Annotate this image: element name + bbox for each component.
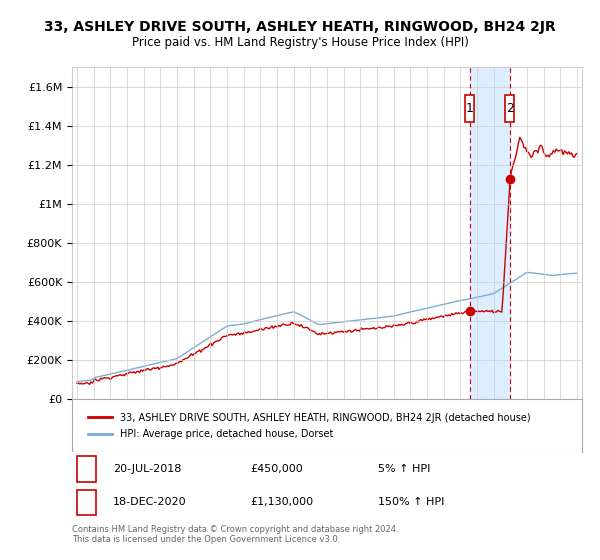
Text: £1,130,000: £1,130,000 (251, 497, 314, 507)
FancyBboxPatch shape (77, 489, 97, 515)
Legend: 33, ASHLEY DRIVE SOUTH, ASHLEY HEATH, RINGWOOD, BH24 2JR (detached house), HPI: : 33, ASHLEY DRIVE SOUTH, ASHLEY HEATH, RI… (82, 407, 536, 445)
Text: 2: 2 (83, 497, 91, 507)
Text: 150% ↑ HPI: 150% ↑ HPI (378, 497, 445, 507)
Text: 1: 1 (83, 464, 90, 474)
FancyBboxPatch shape (77, 456, 97, 482)
FancyBboxPatch shape (505, 95, 514, 122)
Text: 1: 1 (466, 102, 473, 115)
Text: £450,000: £450,000 (251, 464, 303, 474)
Text: Contains HM Land Registry data © Crown copyright and database right 2024.
This d: Contains HM Land Registry data © Crown c… (72, 525, 398, 544)
Text: 20-JUL-2018: 20-JUL-2018 (113, 464, 181, 474)
Text: 33, ASHLEY DRIVE SOUTH, ASHLEY HEATH, RINGWOOD, BH24 2JR: 33, ASHLEY DRIVE SOUTH, ASHLEY HEATH, RI… (44, 20, 556, 34)
FancyBboxPatch shape (465, 95, 474, 122)
Text: 2: 2 (506, 102, 514, 115)
Text: Price paid vs. HM Land Registry's House Price Index (HPI): Price paid vs. HM Land Registry's House … (131, 36, 469, 49)
Text: 5% ↑ HPI: 5% ↑ HPI (378, 464, 430, 474)
Bar (470, 67, 510, 399)
Text: 18-DEC-2020: 18-DEC-2020 (113, 497, 187, 507)
